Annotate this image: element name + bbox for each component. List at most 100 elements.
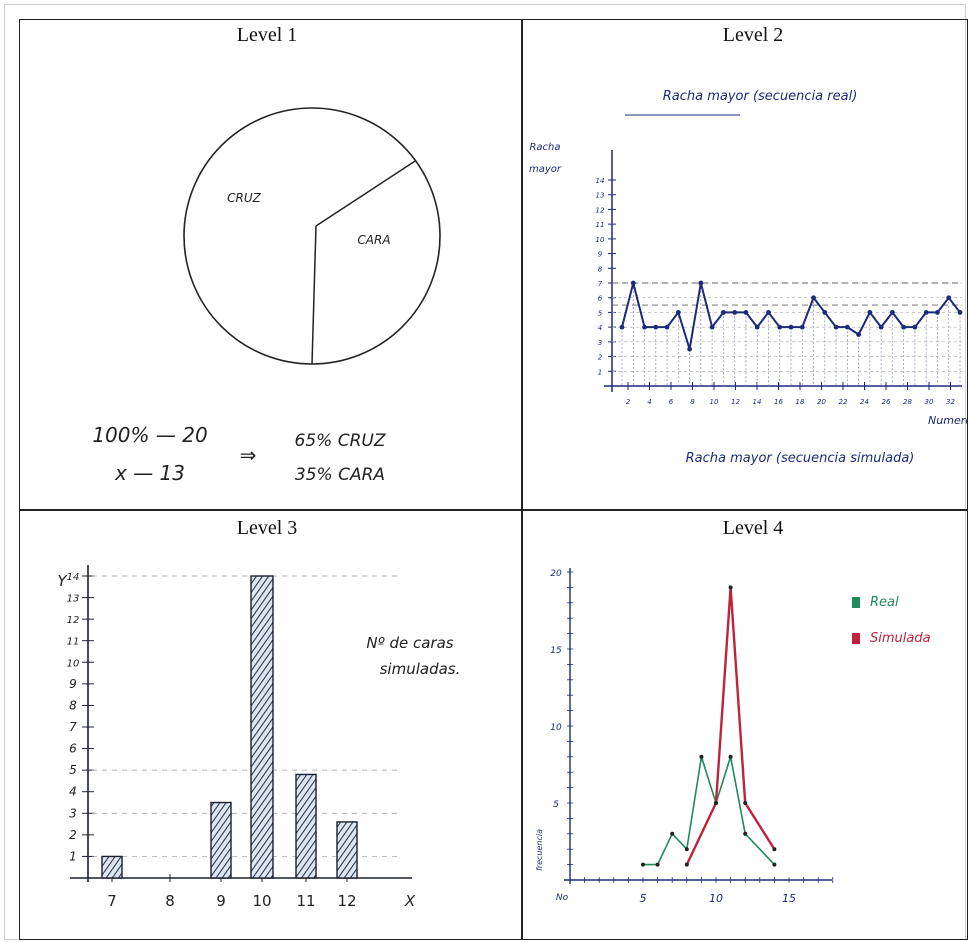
- y-tick-label: 14: [67, 572, 80, 583]
- x-tick-label: 24: [860, 398, 869, 406]
- data-point: [655, 862, 660, 867]
- y-tick-label: 15: [550, 646, 562, 656]
- data-point: [687, 346, 692, 352]
- y-tick-label: 3: [598, 339, 602, 347]
- grid-divider-horizontal: [20, 509, 967, 511]
- data-point: [957, 310, 963, 315]
- data-point: [777, 324, 783, 330]
- y-tick-label: 2: [69, 828, 77, 842]
- chart-subtitle: Racha mayor (secuencia simulada): [686, 451, 915, 466]
- bar-7: [101, 855, 123, 879]
- data-point: [923, 310, 929, 315]
- data-point: [844, 324, 850, 330]
- x-tick-label: 10: [709, 892, 723, 905]
- chart-title: Racha mayor (secuencia real): [663, 89, 858, 104]
- data-point: [901, 324, 907, 330]
- y-tick-label: 7: [69, 720, 77, 734]
- y-tick-label: 1: [69, 849, 77, 863]
- x-tick-label: 10: [252, 892, 271, 910]
- x-tick-label: 12: [337, 892, 356, 910]
- bar-10: [250, 575, 274, 879]
- y-tick-label: 10: [67, 658, 80, 669]
- data-point: [867, 310, 873, 315]
- data-point: [822, 310, 828, 315]
- x-tick-label: 22: [839, 398, 848, 406]
- x-tick-label: 8: [690, 398, 695, 406]
- y-tick-label: 10: [550, 723, 562, 733]
- data-point: [709, 324, 715, 330]
- x-tick-label: 4: [647, 398, 651, 406]
- x-tick-label: 10: [710, 398, 719, 406]
- y-tick-label: 1: [598, 368, 602, 376]
- pie-annotation: 65% CRUZ: [295, 431, 386, 451]
- x-tick-label: 18: [796, 398, 805, 406]
- y-axis-label: Racha: [529, 142, 560, 153]
- data-point: [754, 324, 760, 330]
- data-point: [721, 310, 726, 315]
- data-point: [788, 324, 794, 330]
- x-tick-label: 8: [165, 892, 175, 910]
- x-tick-label: 28: [903, 398, 912, 406]
- pie-outline: [183, 107, 441, 365]
- y-tick-label: 5: [553, 800, 559, 810]
- data-point: [946, 295, 952, 301]
- series-line-simulada: [685, 587, 776, 866]
- data-point: [833, 324, 839, 330]
- data-point: [642, 324, 647, 330]
- grid-divider-vertical: [521, 20, 523, 939]
- data-point: [684, 862, 689, 867]
- x-axis-label: X: [404, 892, 416, 910]
- x-tick-label: 12: [731, 398, 740, 406]
- data-point: [699, 754, 704, 759]
- panel-title-level-3: Level 3: [236, 517, 298, 539]
- y-tick-label: 3: [69, 806, 77, 820]
- x-tick-label: 11: [296, 892, 315, 910]
- data-point: [653, 324, 659, 330]
- data-point: [728, 585, 733, 590]
- y-tick-label: 11: [67, 637, 80, 648]
- pie-annotation: 100% — 20: [92, 423, 207, 447]
- data-point: [799, 324, 805, 330]
- panel-title-level-1: Level 1: [236, 24, 298, 46]
- pie-slice-label-cara: CARA: [357, 233, 390, 247]
- y-axis-label: frecuencia: [535, 829, 544, 871]
- data-point: [619, 324, 625, 330]
- data-point: [743, 310, 749, 315]
- y-tick-label: 13: [67, 594, 80, 605]
- x-tick-label: 15: [782, 892, 796, 905]
- y-tick-label: 8: [69, 698, 77, 712]
- bar-12: [336, 821, 358, 879]
- data-point: [664, 324, 670, 330]
- legend-swatch-real: [852, 597, 860, 608]
- y-tick-label: 11: [596, 221, 605, 229]
- data-point: [772, 862, 777, 867]
- y-tick-label: 7: [598, 280, 603, 288]
- x-tick-label: 2: [626, 398, 631, 406]
- y-tick-label: 14: [596, 177, 605, 185]
- y-tick-label: 9: [598, 251, 603, 259]
- data-point: [641, 862, 645, 867]
- y-tick-label: 2: [598, 354, 603, 362]
- panel-title-level-2: Level 2: [722, 24, 784, 46]
- y-tick-label: 5: [598, 309, 603, 317]
- x-origin-label: No: [556, 893, 569, 903]
- data-point: [698, 280, 704, 286]
- data-point: [856, 332, 861, 337]
- panel-title-level-4: Level 4: [722, 517, 784, 539]
- x-axis-label: Numero: [928, 414, 968, 427]
- pie-slice-boundary: [311, 225, 317, 365]
- pie-annotation: 35% CARA: [295, 465, 385, 485]
- x-tick-label: 20: [817, 398, 826, 406]
- pie-annotation: ⇒: [240, 443, 257, 467]
- data-point: [766, 310, 771, 315]
- x-tick-label: 16: [774, 398, 783, 406]
- data-point: [772, 847, 777, 852]
- data-point: [912, 324, 918, 330]
- y-tick-label: 6: [69, 742, 77, 756]
- y-tick-label: 6: [598, 295, 603, 303]
- y-tick-label: 13: [596, 192, 605, 200]
- y-tick-label: 4: [598, 324, 602, 332]
- chart-title: Nº de caras: [366, 634, 453, 652]
- chart-title: simuladas.: [380, 660, 461, 678]
